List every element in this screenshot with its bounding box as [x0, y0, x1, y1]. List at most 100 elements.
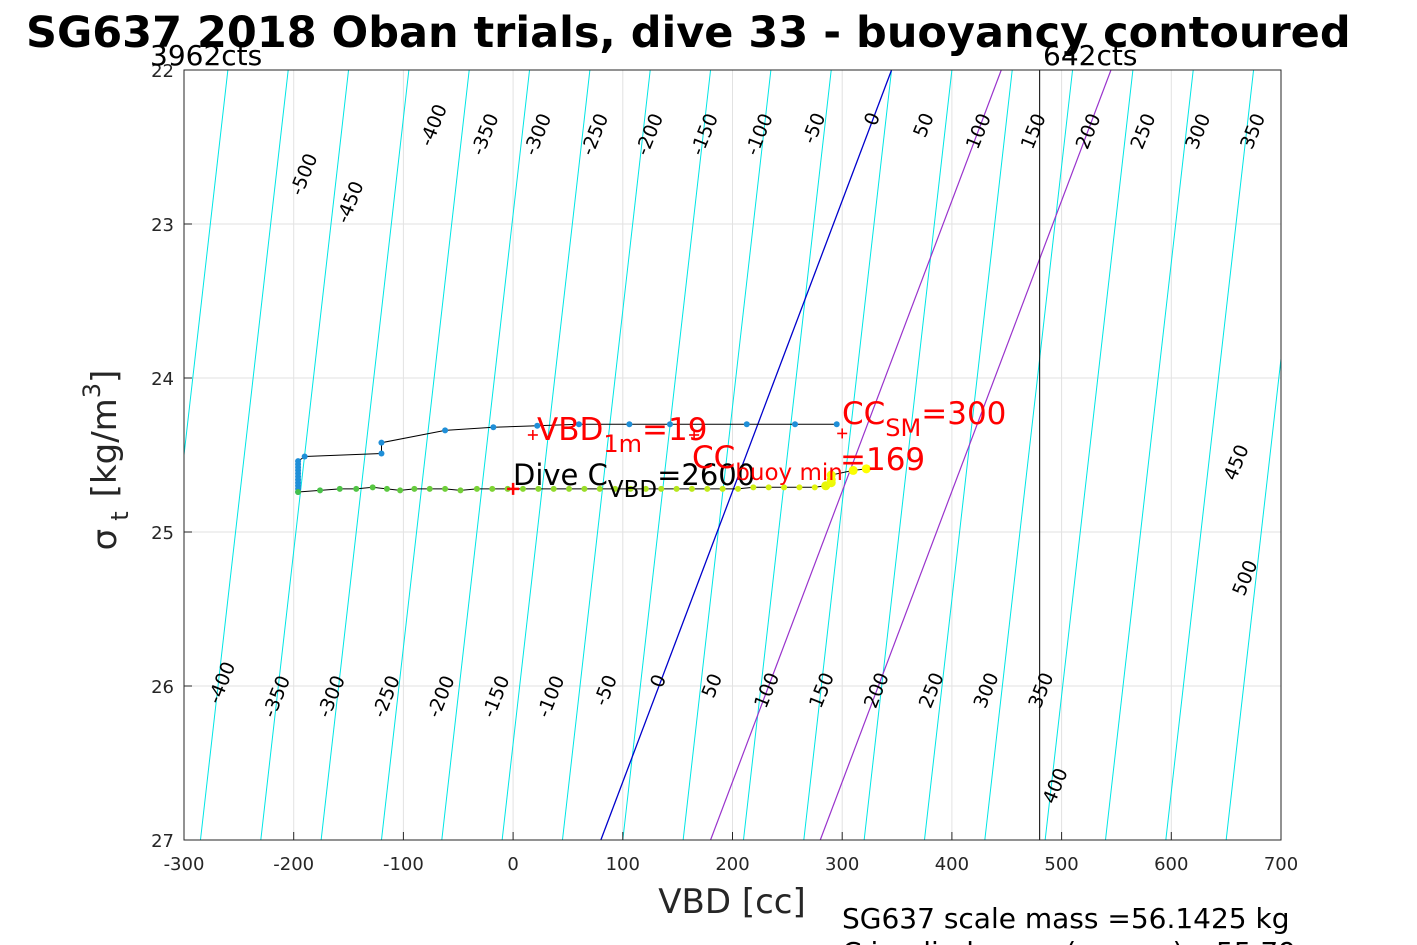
x-tick-label-8: 500: [1044, 854, 1078, 875]
ascent-point-8: [426, 485, 433, 492]
ascent-point-2: [336, 485, 343, 492]
ascent-point-1: [317, 487, 324, 494]
ascent-point-21: [627, 485, 634, 492]
ascent-point-4: [369, 484, 376, 491]
cc169-annotation: =169: [840, 442, 925, 478]
ascent-point-0: [295, 488, 302, 495]
x-tick-label-3: 0: [507, 854, 518, 875]
y-tick-label-3: 25: [151, 523, 174, 544]
vbd1m-annotation: VBD1m=19: [537, 412, 707, 458]
contour-line-11: [803, 70, 893, 840]
contour-line-5: [441, 70, 531, 840]
descent-point-14: [442, 427, 449, 434]
x-tick-label-1: -200: [273, 854, 314, 875]
descent-point-13: [378, 439, 385, 446]
ascent-point-17: [566, 485, 573, 492]
ascent-point-29: [750, 484, 757, 491]
contour-line-1: [199, 70, 289, 840]
x-axis-label: VBD [cc]: [658, 882, 806, 922]
ascent-point-19: [596, 485, 603, 492]
descent-point-17: [575, 421, 582, 428]
contour-highlight-line-0: [709, 70, 1002, 840]
contour-line-19: [1286, 70, 1374, 840]
contour-zero-line: [600, 70, 893, 840]
contour-line-0: [184, 70, 229, 460]
ascent-point-31: [781, 484, 788, 491]
descent-point-15: [490, 424, 497, 431]
ascent-point-10: [457, 487, 464, 494]
y-axis-label-unit: [kg/m: [85, 398, 125, 497]
ascent-point-37: [826, 470, 836, 480]
ascent-point-28: [734, 485, 741, 492]
descent-point-21: [792, 421, 799, 428]
descent-point-16: [534, 422, 541, 429]
descent-point-22: [833, 421, 840, 428]
ascent-point-22: [642, 485, 649, 492]
ascent-point-33: [811, 484, 818, 491]
x-tick-label-4: 100: [606, 854, 640, 875]
contour-line-3: [320, 70, 410, 840]
marker-2: [689, 429, 700, 440]
x-ticks: -300 -200 -100 0 100 200 300 400 500 600 700: [164, 832, 1298, 875]
markers: [507, 428, 848, 495]
marker-0: [527, 429, 538, 440]
ascent-point-3: [353, 485, 360, 492]
contour-line-10: [742, 70, 832, 840]
x-tick-label-9: 600: [1154, 854, 1188, 875]
y-tick-label-2: 24: [151, 369, 174, 390]
descent-point-20: [743, 421, 750, 428]
contour-line-12: [863, 70, 953, 840]
descent-point-11: [301, 453, 308, 460]
contour-line-6: [501, 70, 591, 840]
ascent-point-25: [688, 485, 695, 492]
contour-line-7: [561, 70, 651, 840]
ascent-point-38: [848, 465, 858, 475]
chart-title: SG637 2018 Oban trials, dive 33 - buoyan…: [26, 8, 1351, 58]
ascent-point-7: [411, 485, 418, 492]
y-tick-label-1: 23: [151, 215, 174, 236]
ascent-point-30: [765, 484, 772, 491]
contour-line-18: [1225, 354, 1281, 840]
dive-cvbd-annotation: Dive CVBD=2600: [513, 458, 755, 503]
footer-line1: SG637 scale mass =56.1425 kg: [842, 902, 1290, 935]
ascent-point-27: [719, 485, 726, 492]
y-tick-label-4: 26: [151, 677, 174, 698]
descent-point-18: [626, 421, 633, 428]
descent-point-10: [295, 458, 302, 465]
ccsm-annotation: CCSM=300: [842, 396, 1006, 442]
contour-line-9: [682, 70, 772, 840]
ascent-point-39: [861, 464, 871, 474]
contour-line-15: [1044, 70, 1134, 840]
footer-line2: C implied mass (approx) =55.79: [842, 936, 1296, 945]
contour-line-8: [622, 70, 712, 840]
ascent-point-26: [704, 485, 711, 492]
ascent-point-23: [658, 485, 665, 492]
x-tick-label-5: 200: [715, 854, 749, 875]
contour-lines: [184, 70, 1417, 840]
ascent-point-16: [550, 485, 557, 492]
ascent-point-11: [473, 485, 480, 492]
ascent-point-9: [442, 485, 449, 492]
ascent-point-12: [489, 485, 496, 492]
contour-line-4: [380, 70, 470, 840]
ascent-point-5: [383, 485, 390, 492]
marker-3: [837, 428, 848, 439]
x-tick-label-2: -100: [383, 854, 424, 875]
contour-line-21: [1407, 70, 1417, 840]
contour-line-17: [1165, 70, 1255, 840]
data-points: [295, 421, 871, 495]
svg-text:σt[kg/m3]: σt [kg/m3]: [78, 370, 134, 551]
contour-line-13: [923, 70, 1013, 840]
y-tick-label-0: 22: [151, 61, 174, 82]
contour-line-16: [1104, 70, 1194, 840]
ascent-point-18: [581, 485, 588, 492]
y-tick-label-5: 27: [151, 831, 174, 852]
ascent-point-6: [397, 487, 404, 494]
descent-point-12: [378, 450, 385, 457]
ascent-point-20: [612, 485, 619, 492]
y-ticks: 22 23 24 25 26 27: [151, 61, 192, 852]
counts-left-label: 3962cts: [150, 39, 262, 72]
y-axis-label-sup: 3: [78, 383, 106, 398]
ascent-point-32: [796, 484, 803, 491]
